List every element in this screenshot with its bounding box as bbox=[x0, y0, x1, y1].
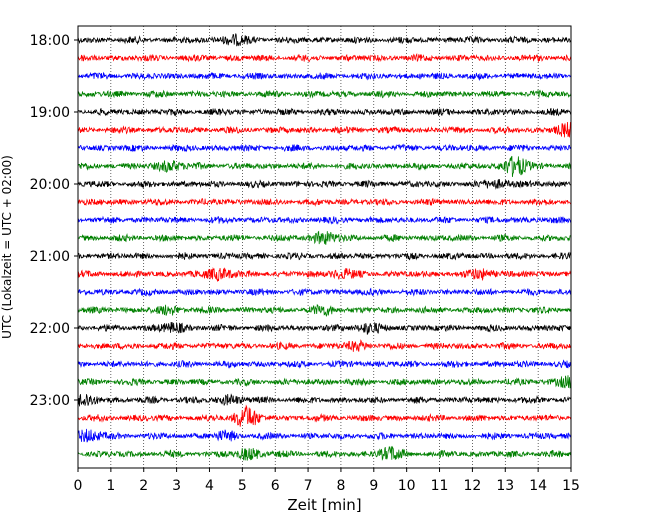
x-axis-label: Zeit [min] bbox=[287, 496, 361, 514]
y-tick-label-0: 18:00 bbox=[30, 33, 70, 49]
y-tick-label-4: 22:00 bbox=[30, 321, 70, 337]
x-tick-label-14: 14 bbox=[529, 478, 547, 494]
trace-2245 bbox=[77, 375, 572, 389]
trace-1945 bbox=[77, 155, 572, 178]
trace-2100 bbox=[77, 251, 572, 261]
x-tick-label-5: 5 bbox=[238, 478, 247, 494]
x-tick-label-13: 13 bbox=[496, 478, 514, 494]
trace-2145 bbox=[77, 304, 572, 318]
trace-2200 bbox=[77, 321, 572, 335]
trace-2330 bbox=[77, 428, 572, 443]
y-tick-label-1: 19:00 bbox=[30, 105, 70, 121]
trace-2015 bbox=[78, 197, 572, 207]
trace-1830 bbox=[77, 71, 572, 82]
trace-1845 bbox=[77, 89, 572, 99]
trace-2045 bbox=[77, 230, 572, 245]
x-tick-label-6: 6 bbox=[271, 478, 280, 494]
trace-1915 bbox=[77, 121, 572, 138]
trace-2115 bbox=[77, 266, 572, 283]
trace-2345 bbox=[77, 445, 572, 461]
x-tick-label-8: 8 bbox=[336, 478, 345, 494]
trace-2215 bbox=[77, 339, 572, 352]
seismic-traces bbox=[77, 33, 572, 461]
x-tick-label-3: 3 bbox=[172, 478, 181, 494]
x-tick-label-15: 15 bbox=[562, 478, 580, 494]
trace-1815 bbox=[77, 53, 572, 63]
y-tick-label-2: 20:00 bbox=[30, 177, 70, 193]
y-tick-label-5: 23:00 bbox=[30, 393, 70, 409]
x-tick-label-9: 9 bbox=[369, 478, 378, 494]
trace-2030 bbox=[77, 215, 572, 225]
x-tick-label-4: 4 bbox=[205, 478, 214, 494]
trace-2230 bbox=[77, 359, 572, 369]
trace-1800 bbox=[77, 33, 572, 47]
trace-1930 bbox=[77, 143, 572, 153]
trace-1900 bbox=[77, 107, 572, 117]
x-tick-label-2: 2 bbox=[139, 478, 148, 494]
x-tick-label-1: 1 bbox=[106, 478, 115, 494]
y-tick-label-3: 21:00 bbox=[30, 249, 70, 265]
x-tick-label-10: 10 bbox=[398, 478, 416, 494]
plot-frame bbox=[77, 25, 572, 469]
x-tick-label-0: 0 bbox=[74, 478, 83, 494]
y-axis-ticks: 18:00 19:00 20:00 21:00 22:00 23:00 bbox=[30, 33, 78, 409]
x-tick-label-12: 12 bbox=[463, 478, 481, 494]
x-tick-label-11: 11 bbox=[431, 478, 449, 494]
x-tick-label-7: 7 bbox=[304, 478, 313, 494]
x-axis-ticks: 0 1 2 3 4 5 6 7 8 9 10 11 12 13 14 15 bbox=[74, 468, 580, 494]
trace-2130 bbox=[77, 287, 572, 297]
y-axis-label: UTC (Lokalzeit = UTC + 02:00) bbox=[0, 155, 14, 339]
trace-2000 bbox=[77, 179, 572, 190]
trace-2315 bbox=[77, 404, 572, 427]
trace-2300 bbox=[77, 393, 572, 407]
